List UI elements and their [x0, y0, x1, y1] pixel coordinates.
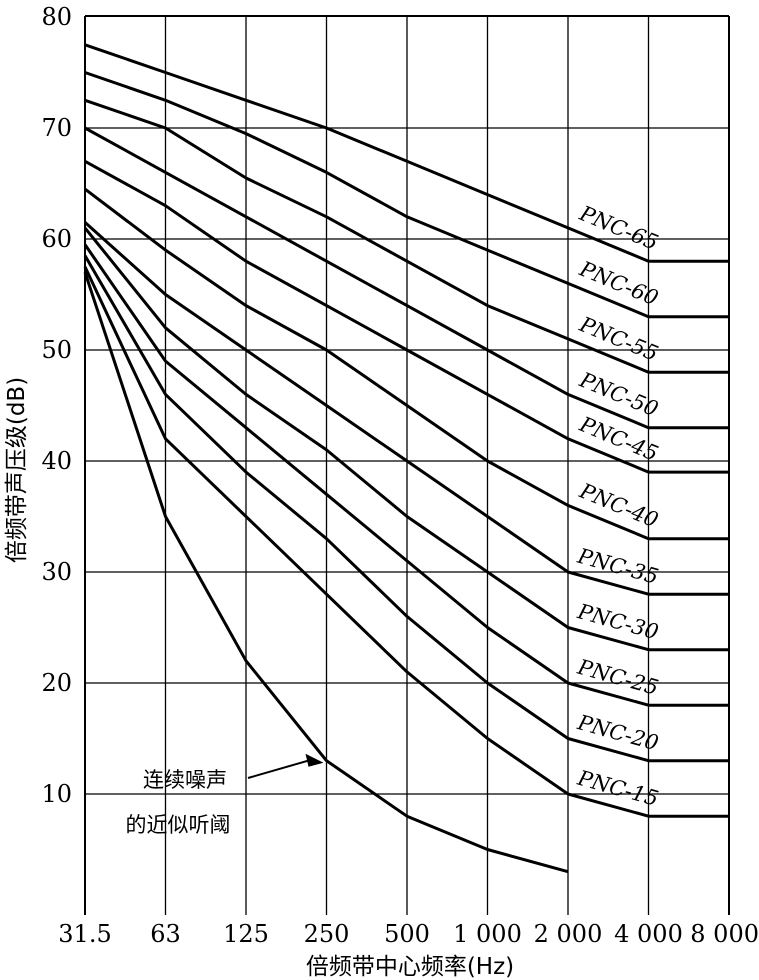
annotation-arrow-line [247, 758, 312, 779]
series-line-7 [83, 226, 729, 652]
y-tick-label: 40 [41, 447, 72, 475]
x-tick-label: 31.5 [58, 920, 111, 948]
x-axis-title: 倍频带中心频率(Hz) [306, 954, 514, 980]
series-line-5 [84, 187, 729, 541]
x-tick-label: 1 000 [453, 920, 522, 948]
series-line-3 [84, 126, 729, 430]
series-line-8 [83, 243, 729, 707]
y-tick-labels: 10 20 30 40 50 60 70 80 [41, 3, 72, 808]
y-tick-label: 70 [41, 114, 72, 142]
series-line-0 [84, 43, 729, 263]
curves [83, 43, 729, 874]
annotation-arrow-head [305, 753, 324, 767]
series-line-11 [83, 271, 569, 874]
x-tick-label: 4 000 [614, 920, 683, 948]
series-line-9 [83, 254, 729, 763]
threshold-label-line1: 连续噪声 [143, 768, 227, 792]
series-line-1 [84, 71, 729, 319]
y-tick-label: 50 [41, 336, 72, 364]
x-tick-label: 63 [150, 920, 181, 948]
x-tick-label: 2 000 [534, 920, 603, 948]
x-tick-label: 125 [223, 920, 269, 948]
y-axis-title: 倍频带声压级(dB) [4, 377, 30, 563]
y-tick-label: 20 [41, 669, 72, 697]
y-tick-label: 30 [41, 558, 72, 586]
series-line-4 [84, 159, 729, 474]
plot-frame [84, 15, 730, 915]
x-tick-labels: 31.5 63 125 250 500 1 000 2 000 4 000 8 000 [58, 920, 759, 948]
series-line-2 [84, 98, 729, 374]
x-tick-label: 250 [304, 920, 350, 948]
y-tick-label: 10 [41, 780, 72, 808]
threshold-label-line2: 的近似听阈 [126, 813, 231, 837]
x-tick-label: 8 000 [690, 920, 759, 948]
y-tick-label: 60 [41, 225, 72, 253]
series-line-6 [83, 221, 729, 596]
x-tick-label: 500 [384, 920, 430, 948]
series-line-10 [83, 266, 729, 818]
y-tick-label: 80 [41, 3, 72, 31]
